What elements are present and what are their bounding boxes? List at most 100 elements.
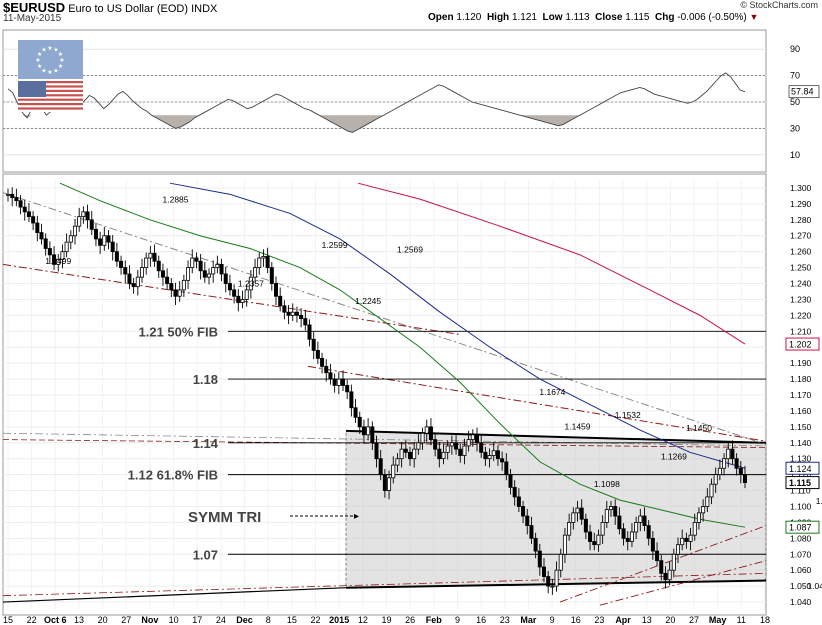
candle-body <box>290 311 295 316</box>
eu-star-icon: ★ <box>53 67 58 74</box>
us-stripe <box>18 81 83 84</box>
price-data-label: 1.1532 <box>615 410 641 420</box>
x-axis: 15 22 Oct 6 13 20 27 Nov 10 17 24 Dec 8 15 22 2015 12 19… <box>3 615 770 625</box>
candle-body <box>244 289 249 300</box>
candle-body <box>533 537 538 552</box>
candle-body <box>320 357 325 367</box>
price-tick-label: 1.160 <box>790 406 812 416</box>
x-tick-label: 26 <box>405 615 415 625</box>
candle-body <box>571 512 576 523</box>
price-data-label: 1.0991 <box>816 496 822 506</box>
candle-body <box>47 248 52 256</box>
x-tick-label: 17 <box>192 615 202 625</box>
x-tick-label: 9 <box>455 615 460 625</box>
eu-star-icon: ★ <box>37 51 42 58</box>
candle-body <box>31 216 36 224</box>
us-stripe <box>18 89 83 92</box>
candle-body <box>546 576 551 587</box>
x-tick-label: 15 <box>3 615 13 625</box>
value-tags: 1.115 1.202 1.124 1.087 <box>785 337 820 534</box>
candle-body <box>525 515 530 526</box>
candle-body <box>500 458 505 463</box>
candle-body <box>98 238 103 246</box>
candle-body <box>324 365 329 374</box>
candle-body <box>420 432 425 444</box>
ma-50-line <box>59 182 746 528</box>
candle-body <box>575 507 580 514</box>
price-data-label: 1.1269 <box>661 452 687 462</box>
low-label: Low <box>542 12 563 23</box>
candle-body <box>604 509 609 523</box>
rsi-tick-label: 70 <box>790 71 800 81</box>
eu-star-icon: ★ <box>35 57 40 64</box>
candle-body <box>299 314 304 319</box>
candle-body <box>169 283 174 291</box>
price-data-label: 1.2499 <box>45 256 71 266</box>
last-close-tag <box>785 476 820 490</box>
exchange: INDX <box>191 3 218 15</box>
price-tick-label: 1.280 <box>790 215 812 225</box>
price-tick-label: 1.260 <box>790 247 812 257</box>
candle-body <box>148 252 153 259</box>
candle-body <box>474 434 479 444</box>
rsi-tick-label: 10 <box>790 150 800 160</box>
candle-body <box>441 451 446 460</box>
us-stripe <box>18 85 83 88</box>
candle-body <box>709 483 714 498</box>
candle-body <box>361 426 366 436</box>
candle-body <box>407 451 412 460</box>
eu-star-icon: ★ <box>41 67 46 74</box>
candle-body <box>516 496 521 507</box>
price-tick-label: 1.230 <box>790 294 812 304</box>
candle-body <box>18 200 23 208</box>
candle-body <box>512 486 517 498</box>
candle-body <box>93 228 98 240</box>
price-data-label: 1.1674 <box>539 387 565 397</box>
candle-body <box>554 569 559 587</box>
chg-label: Chg <box>655 12 675 23</box>
candle-body <box>26 211 31 218</box>
price-tick-label: 1.110 <box>790 486 811 496</box>
us-stripe <box>18 98 83 101</box>
candle-body <box>491 450 496 456</box>
price-tick-label: 1.180 <box>790 374 812 384</box>
candle-body <box>671 553 676 571</box>
candle-body <box>211 267 216 275</box>
candle-body <box>621 528 626 539</box>
candle-body <box>257 257 262 268</box>
trendline-red-rising <box>559 525 767 603</box>
trendline-red-resistance <box>307 365 767 442</box>
candle-body <box>399 448 404 460</box>
candle-body <box>495 450 500 460</box>
x-tick-label: 16 <box>571 615 581 625</box>
candle-body <box>433 439 438 450</box>
candle-body <box>634 522 639 533</box>
candle-body <box>479 442 484 453</box>
candle-body <box>286 311 291 316</box>
candle-body <box>215 264 220 268</box>
candle-body <box>391 464 396 479</box>
candle-body <box>403 448 408 453</box>
candle-body <box>705 496 710 507</box>
candle-body <box>39 232 44 240</box>
x-tick-label: 15 <box>287 615 297 625</box>
x-tick-label: 13 <box>74 615 84 625</box>
symbol-name: Euro to US Dollar (EOD) <box>68 3 188 15</box>
candle-body <box>60 251 65 261</box>
x-tick-label: Feb <box>426 615 443 625</box>
candle-body <box>646 525 651 539</box>
candle-body <box>6 193 11 196</box>
x-tick-label: Nov <box>141 615 158 625</box>
candle-body <box>227 283 232 291</box>
candle-body <box>462 445 467 456</box>
candle-body <box>696 512 701 523</box>
candle-body <box>663 572 668 581</box>
candle-body <box>282 305 287 313</box>
candle-body <box>466 439 471 447</box>
candle-body <box>701 506 706 514</box>
us-stripe <box>18 107 83 110</box>
close-label: Close <box>595 12 623 23</box>
candle-body <box>629 531 634 542</box>
candle-body <box>332 378 337 386</box>
x-tick-label: Oct 6 <box>44 615 67 625</box>
